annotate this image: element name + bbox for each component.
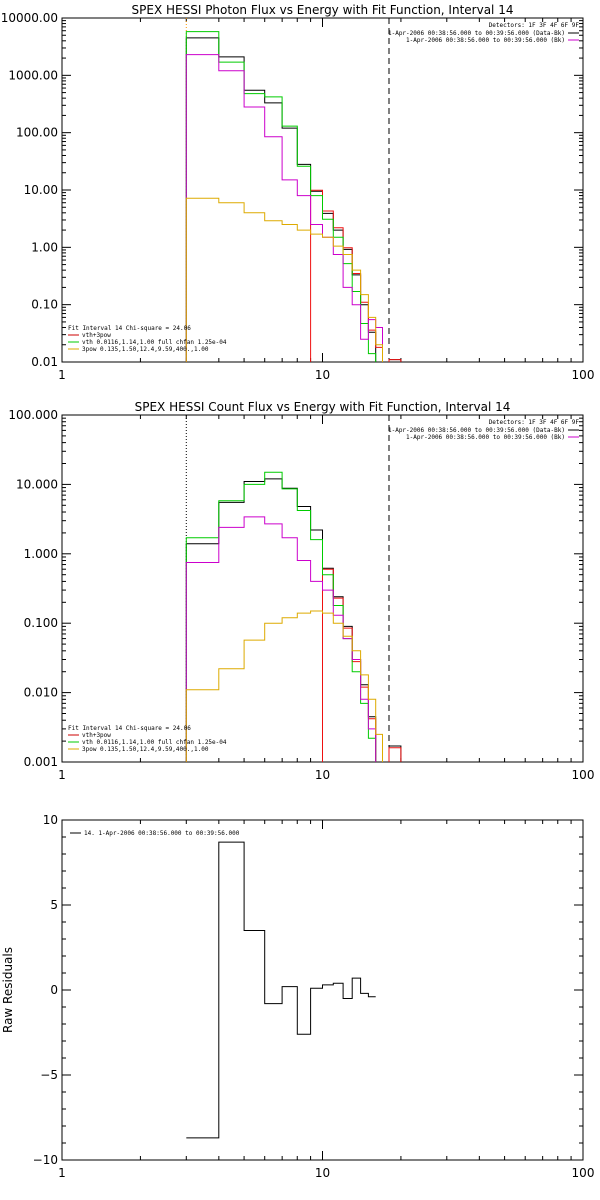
y-tick-label: 10 — [43, 813, 58, 827]
y-axis-label: Raw Residuals — [1, 947, 15, 1033]
x-tick-label: 100 — [572, 768, 595, 782]
y-tick-label: −5 — [40, 1068, 58, 1082]
legend-header: Fit Interval 14 Chi-square = 24.06 — [68, 725, 191, 732]
chart-title: SPEX HESSI Count Flux vs Energy with Fit… — [135, 400, 511, 414]
series-path — [185, 471, 377, 762]
y-tick-label: 100.000 — [8, 408, 58, 422]
y-tick-label: 0.010 — [24, 686, 58, 700]
legend-entry: 1-Apr-2006 00:38:56.000 to 00:39:56.000 … — [388, 30, 565, 37]
x-tick-label: 100 — [572, 368, 595, 382]
chart-panel-1: SPEX HESSI Photon Flux vs Energy with Fi… — [1, 3, 595, 382]
chart-title: SPEX HESSI Photon Flux vs Energy with Fi… — [132, 3, 514, 17]
legend-entry: 1-Apr-2006 00:38:56.000 to 00:39:56.000 … — [406, 434, 565, 441]
series-1 — [186, 841, 376, 1139]
series-5 — [185, 197, 383, 362]
x-tick-label: 1 — [58, 368, 66, 382]
y-tick-label: −10 — [33, 1153, 58, 1167]
y-tick-label: 10000.00 — [1, 11, 58, 25]
chart-panel-3: 1 10 100 10 5 0 −5 −10 Raw Residuals 14. 1-Apr-20… — [1, 813, 594, 1180]
x-tick-label: 10 — [315, 768, 330, 782]
plot-frame — [61, 819, 584, 1161]
legend-header: Detectors: 1F 3F 4F 6F 9F — [489, 419, 580, 426]
x-tick-label: 10 — [315, 368, 330, 382]
y-tick-label: 1.000 — [24, 547, 58, 561]
y-tick-label: 5 — [50, 898, 58, 912]
series-path — [310, 189, 402, 362]
series-path — [186, 841, 376, 1139]
y-tick-label: 10.00 — [24, 183, 58, 197]
legend-entry: 1-Apr-2006 00:38:56.000 to 00:39:56.000 … — [388, 427, 565, 434]
series-path — [185, 610, 383, 762]
y-tick-label: 1000.00 — [8, 68, 58, 82]
y-tick-label: 0 — [50, 983, 58, 997]
x-tick-label: 1 — [58, 1166, 66, 1180]
series-4 — [185, 516, 377, 762]
series-path — [185, 54, 383, 362]
series-path — [185, 197, 383, 362]
x-tick-label: 10 — [315, 1166, 330, 1180]
legend-entry: vth 0.0116,1.14,1.00 full chfan 1.25e-04 — [82, 739, 227, 746]
legend-entry: vth+3pow — [82, 732, 111, 739]
legend-entry: vth+3pow — [82, 332, 111, 339]
legend-header: Detectors: 1F 3F 4F 6F 9F — [489, 22, 580, 29]
series-5 — [185, 610, 383, 762]
series-path — [185, 516, 377, 762]
y-tick-label: 0.100 — [24, 616, 58, 630]
legend-entry: 14. 1-Apr-2006 00:38:56.000 to 00:39:56.… — [84, 830, 240, 837]
y-tick-label: 0.001 — [24, 755, 58, 769]
x-tick-label: 1 — [58, 768, 66, 782]
series-2 — [310, 189, 402, 362]
y-tick-label: 0.01 — [31, 355, 58, 369]
legend-entry: vth 0.0116,1.14,1.00 full chfan 1.25e-04 — [82, 339, 227, 346]
y-tick-label: 1.00 — [31, 240, 58, 254]
y-tick-label: 100.00 — [16, 126, 58, 140]
legend-entry: 3pow 0.135,1.50,12.4,9.59,400.,1.00 — [82, 346, 209, 353]
y-tick-label: 10.000 — [16, 477, 58, 491]
legend-header: Fit Interval 14 Chi-square = 24.06 — [68, 325, 191, 332]
legend-entry: 1-Apr-2006 00:38:56.000 to 00:39:56.000 … — [406, 37, 565, 44]
series-4 — [185, 54, 383, 362]
chart-panel-2: SPEX HESSI Count Flux vs Energy with Fit… — [8, 400, 594, 782]
x-tick-label: 100 — [572, 1166, 595, 1180]
legend-entry: 3pow 0.135,1.50,12.4,9.59,400.,1.00 — [82, 746, 209, 753]
series-3 — [185, 471, 377, 762]
y-tick-label: 0.10 — [31, 298, 58, 312]
